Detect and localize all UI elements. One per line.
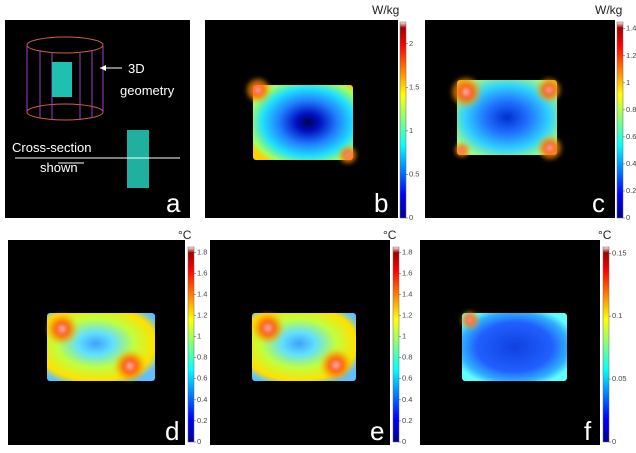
panel-background (5, 20, 190, 218)
colorbar-tick-label: 1.8 (402, 247, 412, 256)
colorbar-tick-label: 0.5 (409, 169, 419, 178)
colorbar-tick-label: 0.6 (402, 374, 412, 383)
cross-section-block (127, 130, 149, 188)
hotspot (460, 310, 480, 330)
colorbar (392, 246, 400, 443)
colorbar-tick-label: 0.1 (612, 311, 622, 320)
geometry-label: 3D (128, 61, 145, 76)
hotspot (320, 349, 352, 381)
colorbar-tick-label: 0.8 (402, 353, 412, 362)
colorbar-tick-label: 0.4 (197, 395, 207, 404)
colorbar-tick-label: 0.8 (197, 353, 207, 362)
hotspot (245, 77, 271, 103)
panel-b: 0 0.5 1 1.5 2 W/kg b (205, 3, 419, 222)
panel-c: 0 0.2 0.4 0.6 0.8 1 1.2 1.4 W/kg c (425, 3, 636, 222)
colorbar (187, 246, 195, 443)
colorbar-tick-label: 0 (402, 437, 406, 446)
panel-label: d (165, 416, 179, 446)
colorbar-tick-label: 1.8 (197, 247, 207, 256)
colorbar-unit: W/kg (372, 3, 399, 17)
colorbar-tick-label: 0 (626, 213, 630, 222)
arrow-head (100, 65, 106, 71)
hotspot (114, 350, 146, 382)
colorbar (602, 246, 610, 443)
colorbar-tick-label: 1.2 (197, 310, 207, 319)
cross-section-label: shown (40, 160, 78, 175)
cross-section-label: Cross-section (12, 140, 91, 155)
colorbar-tick-label: 0.8 (626, 105, 636, 114)
hotspot (338, 145, 358, 165)
hotspot (454, 142, 470, 158)
heatmap (457, 80, 557, 155)
colorbar-tick-label: 1 (402, 332, 406, 341)
colorbar-unit: W/kg (595, 3, 622, 17)
colorbar-tick-label: 1.6 (197, 268, 207, 277)
hotspot (537, 135, 563, 161)
colorbar-tick-label: 0 (197, 437, 201, 446)
colorbar-tick-label: 1.4 (626, 24, 636, 33)
geometry-block (52, 62, 72, 97)
colorbar (399, 21, 407, 219)
cylinder (26, 36, 104, 121)
colorbar-tick-label: 1.5 (409, 82, 419, 91)
colorbar-tick-label: 0.2 (197, 416, 207, 425)
colorbar-tick-label: 0.4 (402, 395, 412, 404)
colorbar-tick-label: 0.6 (197, 374, 207, 383)
colorbar-tick-label: 0.05 (612, 374, 627, 383)
hotspot (450, 76, 482, 108)
colorbar-tick-label: 1.4 (197, 289, 207, 298)
colorbar-tick-label: 1.2 (626, 51, 636, 60)
geometry-label: geometry (120, 83, 175, 98)
colorbar-tick-label: 0.6 (626, 132, 636, 141)
colorbar-tick-label: 0 (409, 213, 413, 222)
panel-label: b (374, 188, 388, 218)
colorbar-tick-label: 1.6 (402, 268, 412, 277)
hotspot (252, 312, 284, 344)
colorbar-unit: °C (598, 228, 612, 242)
hotspot (46, 313, 78, 345)
colorbar-tick-label: 0.4 (626, 159, 636, 168)
hotspot (536, 77, 562, 103)
colorbar-tick-label: 1 (197, 332, 201, 341)
colorbar-tick-label: 0.2 (402, 416, 412, 425)
colorbar-tick-label: 1 (409, 126, 413, 135)
colorbar-tick-label: 0.2 (626, 186, 636, 195)
heatmap (462, 313, 567, 381)
panel-label: e (370, 416, 384, 446)
panel-f: 0 0.05 0.1 0.15°C f (420, 228, 627, 446)
panel-label: c (592, 188, 605, 218)
colorbar-unit: °C (178, 228, 192, 242)
panel-e: 0 0.2 0.4 0.6 0.8 1 1.2 1.4 1.6 1.8 °C e (210, 228, 412, 446)
panel-label: a (166, 188, 181, 218)
heatmap (253, 85, 353, 160)
colorbar-tick-label: 0.15 (612, 248, 627, 257)
colorbar-tick-label: 1.2 (402, 310, 412, 319)
colorbar (616, 21, 624, 219)
panel-d: 0 0.2 0.4 0.6 0.8 1 1.2 1.4 1.6 1.8 °C d (8, 228, 207, 446)
panel-a: 3D geometry Cross-section shown a (5, 20, 190, 218)
colorbar-tick-label: 1.4 (402, 289, 412, 298)
colorbar-tick-label: 1 (626, 78, 630, 87)
colorbar-tick-label: 2 (409, 39, 413, 48)
colorbar-unit: °C (383, 228, 397, 242)
colorbar-tick-label: 0 (612, 437, 616, 446)
panel-label: f (584, 416, 592, 446)
